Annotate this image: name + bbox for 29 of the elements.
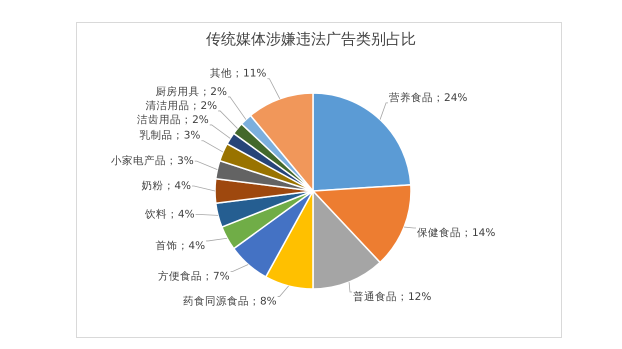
slice-label: 营养食品 [389,90,434,104]
data-label: ；2% [199,86,227,98]
chart-title: 传统媒体涉嫌违法广告类别占比 [205,30,417,49]
slice-label: 方便食品 [158,270,202,283]
data-label: ；2% [181,114,209,126]
slice-label: 普通食品 [352,290,397,303]
slice-label: 乳制品 [140,128,173,142]
slice-label: 保健食品 [416,226,461,239]
data-label: ；4% [166,208,195,220]
data-label: ；14% [460,226,496,239]
slice-label: 奶粉 [141,180,164,192]
data-label: ；4% [163,180,192,192]
data-label: ；24% [433,92,468,104]
data-label: ；12% [396,290,432,303]
data-label: ；11% [232,68,266,80]
slice-label: 其他 [210,66,232,80]
data-label: ；3% [166,155,194,168]
slice-label: 首饰 [155,240,178,252]
slice-label: 洁齿用品 [137,112,182,126]
slice-label: 饮料 [144,207,167,220]
data-label: ；2% [189,100,218,112]
data-label: ；7% [202,270,230,283]
slice-label: 药食同源食品 [182,294,249,308]
data-label: ；8% [248,295,277,308]
slice-label: 小家电产品 [111,154,166,168]
slice-label: 清洁用品 [145,98,190,112]
data-label: ；3% [172,130,200,142]
data-label: ；4% [177,240,206,252]
slice-label: 厨房用具 [155,84,200,98]
